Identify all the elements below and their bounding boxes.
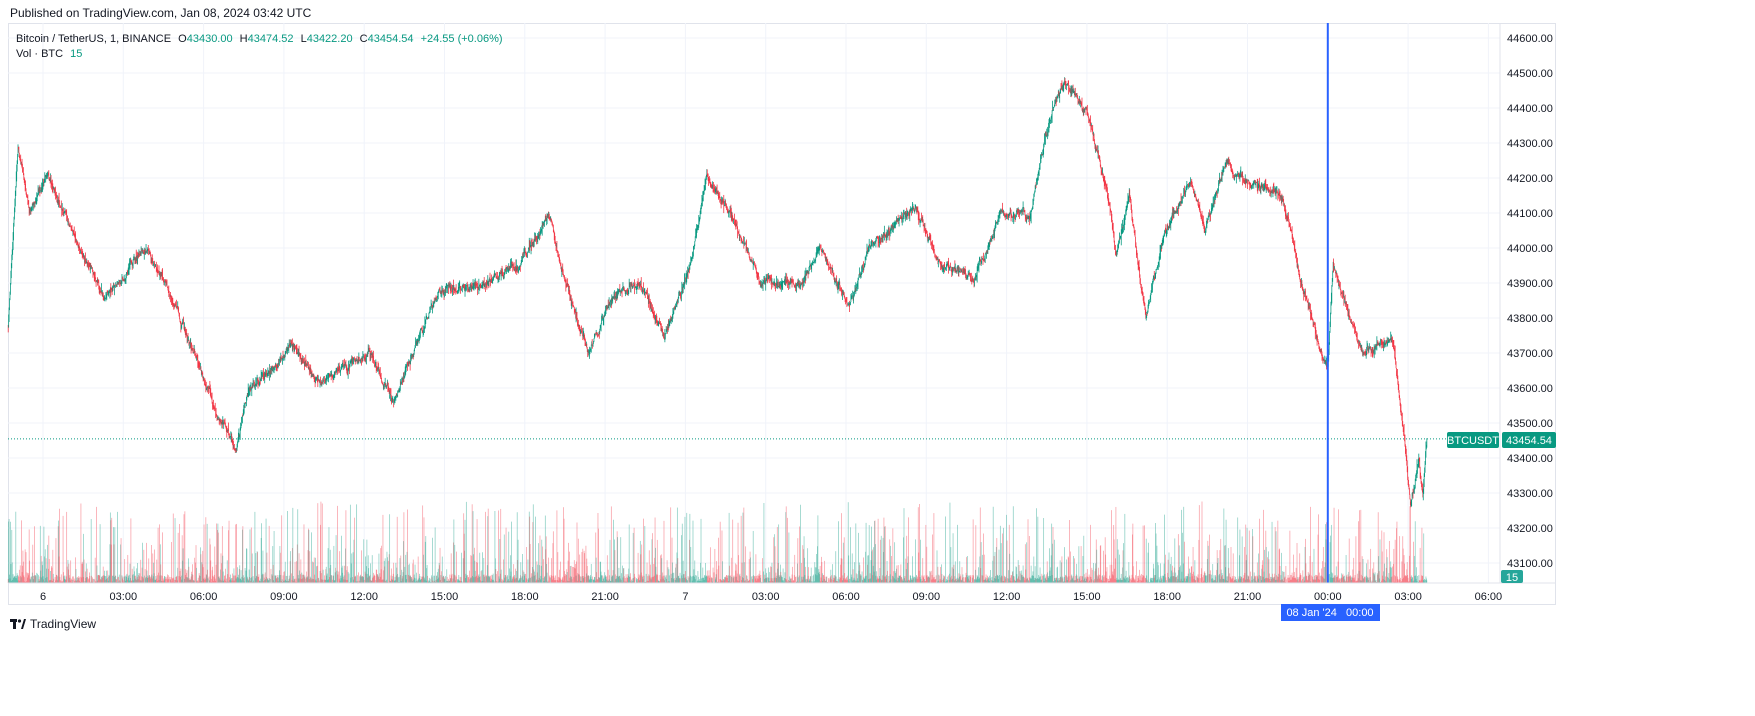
volume-bars — [7, 501, 1428, 583]
chart-frame — [8, 23, 1556, 605]
candles — [7, 77, 1428, 508]
published-note: Published on TradingView.com, Jan 08, 20… — [10, 6, 312, 20]
grid — [8, 23, 1500, 583]
